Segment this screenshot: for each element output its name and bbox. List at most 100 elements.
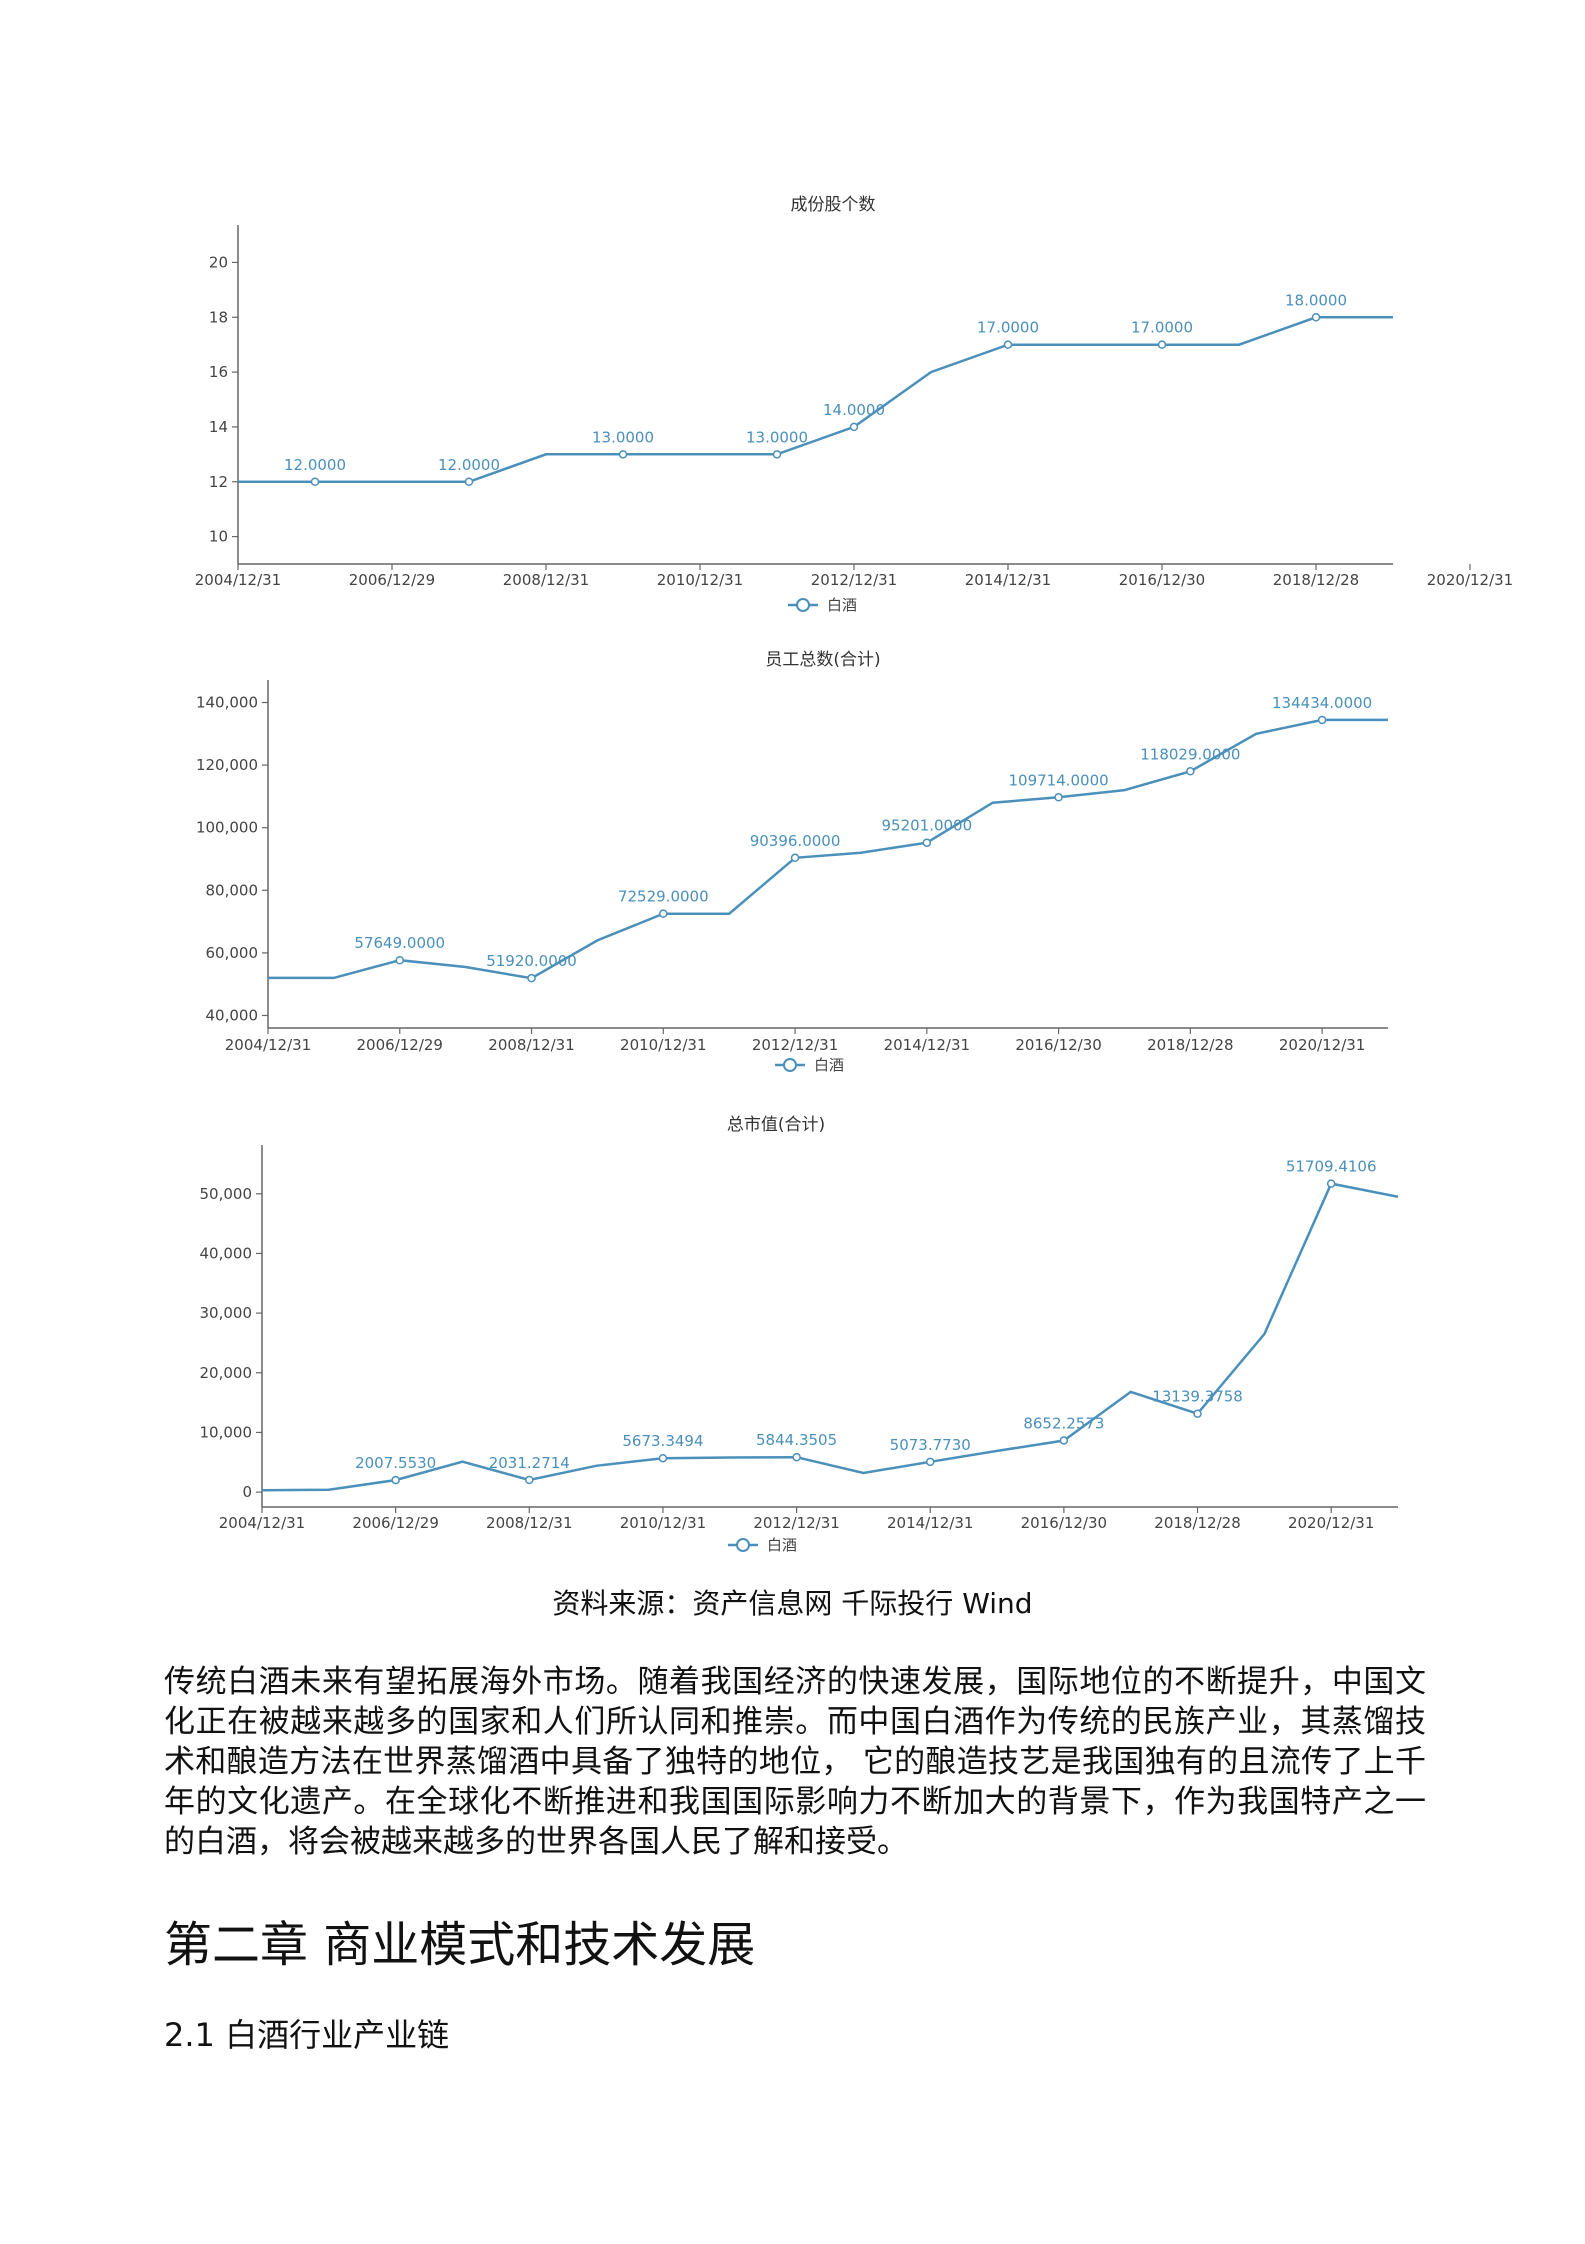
- data-point: [310, 477, 320, 486]
- data-point: [527, 973, 536, 983]
- data-label: 18.0000: [1285, 291, 1347, 309]
- y-tick-label: 30,000: [200, 1304, 253, 1322]
- data-label: 12.0000: [438, 456, 500, 474]
- data-label: 95201.0000: [881, 817, 972, 835]
- series-line-path: [261, 1182, 1399, 1492]
- data-point: [525, 1475, 534, 1485]
- y-tick-label: 0: [242, 1483, 252, 1501]
- data-label: 5073.7730: [890, 1436, 971, 1454]
- x-tick-label: 2006/12/29: [352, 1514, 438, 1532]
- data-point: [658, 1453, 668, 1463]
- chart-title: 员工总数(合计): [765, 650, 880, 670]
- data-point: [1003, 340, 1013, 349]
- data-point: [618, 450, 628, 459]
- x-tick-label: 2004/12/31: [195, 571, 281, 589]
- data-label: 51709.4106: [1286, 1158, 1377, 1176]
- x-axis: 2004/12/31 2006/12/29 2008/12/31 2010/12/31…: [225, 1027, 1388, 1054]
- y-tick-label: 12: [209, 473, 228, 491]
- data-point: [1186, 767, 1195, 776]
- data-label: 109714.0000: [1008, 771, 1108, 789]
- data-labels: 57649.0000 51920.0000 72529.0000 90396.0000…: [354, 694, 1372, 970]
- data-label: 17.0000: [977, 319, 1039, 337]
- data-point: [925, 1457, 935, 1467]
- x-tick-label: 2018/12/28: [1147, 1036, 1233, 1054]
- x-tick-label: 2020/12/31: [1288, 1514, 1374, 1532]
- y-tick-label: 120,000: [196, 756, 258, 774]
- data-point: [391, 1475, 400, 1485]
- chapter-heading: 第二章 商业模式和技术发展: [164, 1917, 756, 1973]
- data-label: 13.0000: [746, 428, 808, 446]
- x-tick-label: 2010/12/31: [620, 1036, 706, 1054]
- x-tick-label: 2008/12/31: [488, 1036, 574, 1054]
- legend-label: 白酒: [827, 596, 857, 614]
- data-label: 8652.2573: [1023, 1414, 1104, 1432]
- chart-title: 总市值(合计): [727, 1115, 825, 1135]
- chart-total-market-cap: 总市值(合计) 010,00020,00030,00040,00050,000 …: [200, 1115, 1399, 1554]
- data-point: [395, 955, 405, 965]
- legend[interactable]: 白酒: [775, 1056, 844, 1074]
- y-tick-label: 100,000: [196, 819, 258, 837]
- data-label: 13139.3758: [1152, 1388, 1243, 1406]
- data-label: 5844.3505: [756, 1431, 837, 1449]
- data-point: [1311, 313, 1321, 322]
- x-tick-label: 2020/12/31: [1427, 571, 1513, 589]
- data-labels: 12.0000 12.0000 13.0000 13.0000 14.0000 17.00…: [284, 291, 1347, 474]
- x-tick-label: 2008/12/31: [503, 571, 589, 589]
- x-axis: 2004/12/31 2006/12/29 2008/12/31 2010/12/31…: [195, 563, 1513, 589]
- data-point: [464, 477, 474, 486]
- x-tick-label: 2010/12/31: [620, 1514, 706, 1532]
- x-tick-label: 2004/12/31: [225, 1036, 311, 1054]
- y-tick-label: 60,000: [206, 944, 259, 962]
- y-tick-label: 40,000: [200, 1244, 253, 1262]
- x-tick-label: 2020/12/31: [1279, 1036, 1365, 1054]
- x-tick-label: 2012/12/31: [752, 1036, 838, 1054]
- x-tick-label: 2016/12/30: [1021, 1514, 1107, 1532]
- y-tick-label: 18: [209, 308, 228, 326]
- source-note: 资料来源：资产信息网 千际投行 Wind: [552, 1587, 1033, 1620]
- section-heading: 2.1 白酒行业产业链: [164, 2016, 450, 2054]
- y-axis: 40,000 60,000 80,000 100,000 120,000 140,000: [196, 680, 269, 1028]
- y-axis: 0 10,000 20,000 30,000 40,000 50,000: [200, 1145, 263, 1507]
- data-labels: 2007.5530 2031.2714 5673.3494 5844.3505 5073…: [355, 1158, 1376, 1473]
- data-label: 134434.0000: [1272, 694, 1372, 712]
- legend-label: 白酒: [767, 1536, 797, 1554]
- x-tick-label: 2012/12/31: [811, 571, 897, 589]
- x-tick-label: 2016/12/30: [1015, 1036, 1101, 1054]
- data-point: [792, 1452, 801, 1462]
- y-tick-label: 80,000: [206, 881, 259, 899]
- series-line: [268, 715, 1388, 983]
- y-tick-label: 10,000: [200, 1423, 253, 1441]
- data-point: [790, 853, 800, 863]
- legend-label: 白酒: [814, 1056, 844, 1074]
- y-tick-label: 40,000: [206, 1006, 259, 1024]
- data-point: [1193, 1409, 1202, 1418]
- data-label: 72529.0000: [618, 888, 709, 906]
- x-tick-label: 2014/12/31: [965, 571, 1051, 589]
- data-label: 17.0000: [1131, 319, 1193, 337]
- legend[interactable]: 白酒: [788, 596, 857, 614]
- x-tick-label: 2014/12/31: [884, 1036, 970, 1054]
- data-label: 13.0000: [592, 428, 654, 446]
- y-tick-label: 20,000: [200, 1364, 253, 1382]
- x-axis: 2004/12/31 2006/12/29 2008/12/31 2010/12/31…: [219, 1506, 1398, 1532]
- body-paragraph: 传统白酒未来有望拓展海外市场。随着我国经济的快速发展，国际地位的不断提升，中国文…: [164, 1664, 1426, 1860]
- data-label: 90396.0000: [750, 832, 841, 850]
- series-line: [238, 313, 1393, 486]
- data-point: [1054, 793, 1063, 802]
- chart-title: 成份股个数: [791, 195, 876, 215]
- x-tick-label: 2006/12/29: [349, 571, 435, 589]
- y-tick-label: 16: [209, 363, 228, 381]
- x-tick-label: 2012/12/31: [753, 1514, 839, 1532]
- legend[interactable]: 白酒: [728, 1536, 797, 1554]
- x-tick-label: 2008/12/31: [486, 1514, 572, 1532]
- data-label: 51920.0000: [486, 952, 577, 970]
- x-tick-label: 2010/12/31: [657, 571, 743, 589]
- data-point: [659, 909, 668, 918]
- series-line: [261, 1179, 1399, 1492]
- x-tick-label: 2018/12/28: [1154, 1514, 1240, 1532]
- y-tick-label: 10: [209, 528, 228, 546]
- y-tick-label: 140,000: [196, 694, 258, 712]
- data-point: [1157, 340, 1167, 349]
- data-point: [772, 450, 782, 459]
